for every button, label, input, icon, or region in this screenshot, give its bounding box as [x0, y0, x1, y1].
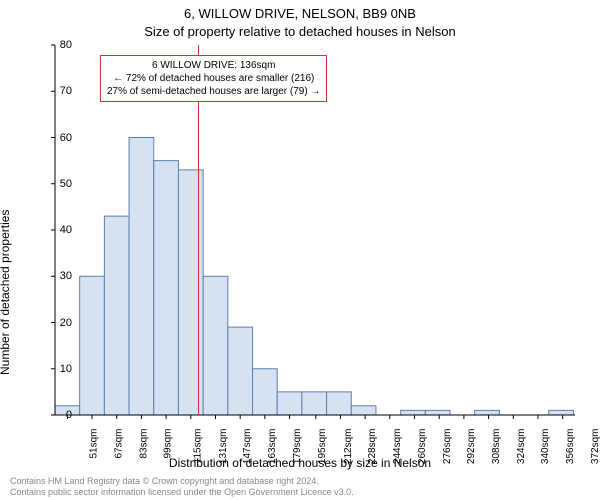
- y-tick-label: 20: [48, 317, 72, 329]
- title-sub: Size of property relative to detached ho…: [0, 24, 600, 39]
- histogram-bar: [178, 170, 203, 415]
- x-tick-label: 67sqm: [114, 429, 125, 459]
- callout-line-1: 6 WILLOW DRIVE: 136sqm: [107, 59, 320, 72]
- x-tick-label: 51sqm: [89, 429, 100, 459]
- histogram-bar: [203, 276, 228, 415]
- footer-line-1: Contains HM Land Registry data © Crown c…: [10, 476, 354, 487]
- histogram-bar: [253, 369, 278, 415]
- title-main: 6, WILLOW DRIVE, NELSON, BB9 0NB: [0, 6, 600, 21]
- histogram-bar: [154, 161, 179, 415]
- histogram-bar: [277, 392, 302, 415]
- histogram-bar: [425, 410, 450, 415]
- callout-line-2: ← 72% of detached houses are smaller (21…: [107, 72, 320, 85]
- histogram-bar: [302, 392, 327, 415]
- x-tick-label: 83sqm: [138, 429, 149, 459]
- y-tick-label: 10: [48, 363, 72, 375]
- histogram-bar: [327, 392, 352, 415]
- callout-line-3: 27% of semi-detached houses are larger (…: [107, 85, 320, 98]
- y-axis-label-wrap: Number of detached properties: [12, 45, 26, 415]
- y-tick-label: 0: [48, 409, 72, 421]
- histogram-bar: [475, 410, 500, 415]
- y-tick-label: 30: [48, 270, 72, 282]
- y-tick-label: 80: [48, 39, 72, 51]
- histogram-bar: [104, 216, 129, 415]
- y-tick-label: 50: [48, 178, 72, 190]
- histogram-bar: [549, 410, 574, 415]
- histogram-bar: [80, 276, 105, 415]
- footer-attribution: Contains HM Land Registry data © Crown c…: [10, 476, 354, 498]
- x-axis-label: Distribution of detached houses by size …: [0, 456, 600, 470]
- histogram-bar: [228, 327, 253, 415]
- histogram-bar: [351, 406, 376, 415]
- y-tick-label: 40: [48, 224, 72, 236]
- histogram-bar: [401, 410, 426, 415]
- x-tick-label: 99sqm: [163, 429, 174, 459]
- property-callout-box: 6 WILLOW DRIVE: 136sqm ← 72% of detached…: [100, 55, 327, 102]
- y-tick-label: 60: [48, 132, 72, 144]
- footer-line-2: Contains public sector information licen…: [10, 487, 354, 498]
- y-tick-label: 70: [48, 85, 72, 97]
- histogram-bar: [129, 138, 154, 416]
- y-axis-label: Number of detached properties: [0, 210, 12, 375]
- chart-container: 6, WILLOW DRIVE, NELSON, BB9 0NB Size of…: [0, 0, 600, 500]
